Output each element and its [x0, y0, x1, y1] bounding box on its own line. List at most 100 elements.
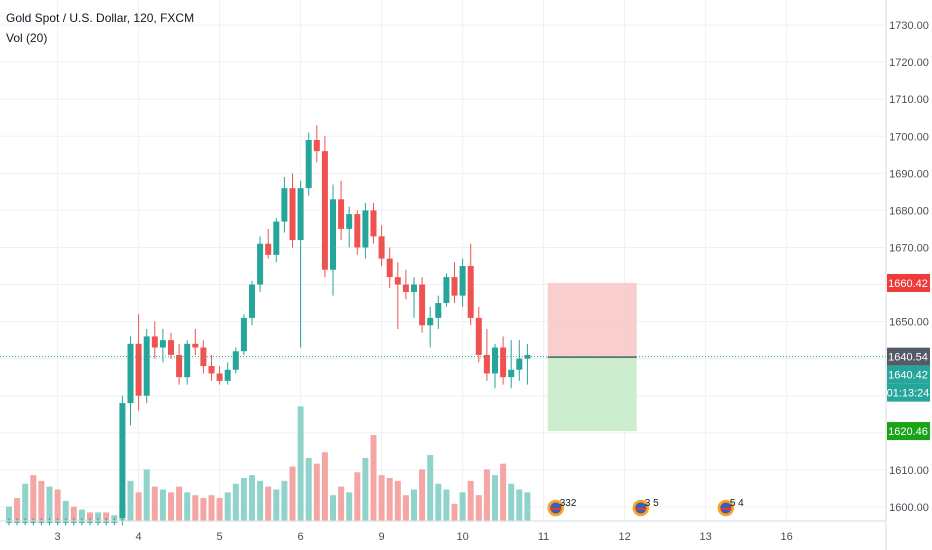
candle-body[interactable]: [38, 521, 45, 523]
candle-body[interactable]: [46, 521, 53, 523]
candle-body[interactable]: [208, 366, 215, 374]
candle-body[interactable]: [281, 188, 288, 222]
candle-body[interactable]: [297, 188, 304, 241]
volume-bar: [475, 495, 482, 521]
candle-body[interactable]: [159, 340, 166, 348]
event-flag-icon[interactable]: 5 4: [716, 498, 744, 518]
candle-body[interactable]: [30, 521, 37, 523]
candle-body[interactable]: [516, 358, 523, 370]
candle-body[interactable]: [265, 243, 272, 255]
short-position-tool[interactable]: [547, 282, 637, 432]
volume-bar: [78, 509, 85, 521]
candle-body[interactable]: [119, 403, 126, 518]
volume-bar: [135, 492, 142, 521]
candle-body[interactable]: [6, 521, 12, 523]
candle-body[interactable]: [78, 521, 85, 523]
candle-body[interactable]: [22, 521, 29, 523]
candle-body[interactable]: [224, 369, 231, 381]
candle-body[interactable]: [184, 343, 191, 378]
volume-bar: [516, 489, 523, 521]
event-flag-icon[interactable]: 332: [546, 498, 577, 518]
economic-events[interactable]: 332 3 5 5 4: [546, 498, 744, 518]
candle-body[interactable]: [419, 284, 426, 326]
stop-loss-zone[interactable]: [547, 282, 637, 358]
event-flag-icon[interactable]: 3 5: [631, 498, 659, 518]
candle-body[interactable]: [305, 140, 312, 189]
volume-bar: [240, 478, 247, 521]
take-profit-zone[interactable]: [547, 357, 637, 432]
candle-body[interactable]: [257, 243, 264, 285]
candle-body[interactable]: [70, 521, 77, 523]
candle-body[interactable]: [103, 521, 110, 523]
candle-body[interactable]: [176, 354, 183, 378]
volume-bar: [168, 492, 174, 521]
candle-body[interactable]: [330, 199, 336, 270]
candle-body[interactable]: [151, 336, 158, 348]
candle-body[interactable]: [524, 354, 531, 359]
candle-body[interactable]: [127, 343, 134, 404]
event-count-label: 5 4: [730, 498, 744, 509]
time-axis[interactable]: 3 4 5 6 9 10 11 12 13 16: [0, 520, 886, 543]
volume-bar: [143, 469, 150, 521]
candle-body[interactable]: [289, 188, 296, 241]
candle-body[interactable]: [135, 343, 142, 396]
current-price-label-bg: [887, 365, 930, 384]
volume-bar: [386, 478, 393, 521]
candle-body[interactable]: [451, 277, 458, 296]
candle-body[interactable]: [192, 343, 199, 348]
candle-body[interactable]: [249, 284, 255, 318]
stop-price-label-bg: [887, 273, 930, 292]
candle-body[interactable]: [411, 284, 417, 292]
candle-body[interactable]: [143, 336, 150, 396]
candle-body[interactable]: [54, 521, 61, 523]
volume-bar: [313, 463, 320, 521]
flag-stripe: [635, 508, 647, 510]
volume-bar: [427, 455, 434, 521]
candles[interactable]: [6, 125, 531, 526]
candle-body[interactable]: [14, 521, 21, 523]
candle-body[interactable]: [370, 210, 377, 237]
candle-body[interactable]: [508, 369, 515, 378]
volume-bar: [224, 492, 231, 521]
candle-body[interactable]: [362, 210, 369, 248]
candle-body[interactable]: [200, 347, 207, 367]
candle-body[interactable]: [87, 521, 93, 523]
candle-body[interactable]: [475, 317, 482, 355]
volume-bar: [62, 500, 69, 521]
candle-body[interactable]: [492, 347, 498, 374]
symbol-title[interactable]: Gold Spot / U.S. Dollar, 120, FXCM: [6, 11, 195, 25]
candle-body[interactable]: [483, 354, 490, 374]
candle-body[interactable]: [321, 151, 328, 270]
candle-body[interactable]: [500, 347, 507, 378]
volume-bar: [103, 512, 110, 521]
candle-body[interactable]: [443, 277, 450, 304]
candle-body[interactable]: [459, 266, 466, 296]
candle-body[interactable]: [378, 236, 385, 259]
candle-body[interactable]: [467, 266, 474, 318]
candle-body[interactable]: [313, 140, 320, 152]
candle-body[interactable]: [402, 284, 409, 292]
y-tick-label: 1670.00: [889, 242, 929, 254]
candle-body[interactable]: [354, 214, 361, 248]
volume-bar: [483, 469, 490, 521]
candle-body[interactable]: [62, 521, 69, 523]
candle-body[interactable]: [427, 317, 434, 326]
volume-bar: [257, 480, 264, 521]
candle-body[interactable]: [240, 317, 247, 352]
volume-indicator-label[interactable]: Vol (20): [6, 31, 48, 45]
candle-body[interactable]: [168, 340, 174, 355]
volume-bar: [378, 475, 385, 521]
candle-body[interactable]: [338, 199, 345, 229]
candle-body[interactable]: [111, 521, 118, 523]
candle-body[interactable]: [95, 521, 102, 523]
candle-body[interactable]: [346, 214, 353, 229]
candle-body[interactable]: [273, 221, 280, 255]
candle-body[interactable]: [386, 258, 393, 278]
candle-body[interactable]: [232, 351, 239, 370]
candle-body[interactable]: [394, 277, 401, 285]
x-tick-label: 3: [55, 531, 61, 543]
candle-body[interactable]: [216, 373, 223, 381]
volume-bar: [524, 492, 531, 521]
candle-body[interactable]: [435, 303, 442, 318]
